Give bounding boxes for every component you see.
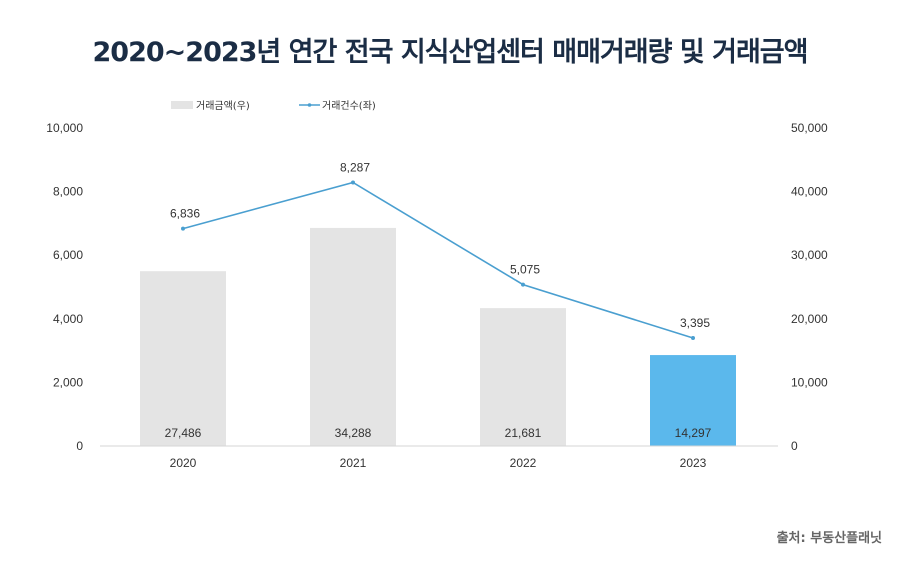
bar-data-label: 27,486: [165, 426, 202, 440]
line-point-2022: [521, 282, 525, 287]
x-axis-tick: 2021: [340, 456, 367, 470]
bar-2023: [650, 355, 736, 446]
right-axis-tick: 30,000: [791, 248, 828, 262]
x-axis-tick: 2023: [680, 456, 707, 470]
line-point-2023: [691, 336, 695, 341]
line-data-label: 3,395: [680, 316, 710, 330]
x-axis-tick: 2020: [170, 456, 197, 470]
line-series-count: [182, 181, 694, 339]
bar-data-label: 34,288: [335, 426, 372, 440]
legend-swatch-amount: [171, 101, 193, 109]
left-axis-tick: 10,000: [46, 121, 83, 135]
legend-label-count: 거래건수(좌): [322, 100, 376, 112]
line-data-label: 6,836: [170, 207, 200, 221]
right-axis-tick: 0: [791, 439, 798, 453]
right-axis-tick: 50,000: [791, 121, 828, 135]
left-axis-tick: 4,000: [53, 312, 83, 326]
right-axis-tick: 10,000: [791, 375, 828, 389]
bar-data-label: 14,297: [675, 426, 712, 440]
line-point-2021: [351, 180, 355, 185]
left-axis-tick: 0: [76, 439, 83, 453]
left-axis-tick: 8,000: [53, 185, 83, 199]
line-data-label: 5,075: [510, 263, 540, 277]
legend-marker-count: [307, 103, 312, 107]
left-axis-tick: 6,000: [53, 248, 83, 262]
right-axis-tick: 40,000: [791, 185, 828, 199]
right-axis-tick: 20,000: [791, 312, 828, 326]
bar-2020: [140, 271, 226, 446]
line-point-2020: [181, 226, 185, 231]
legend-label-amount: 거래금액(우): [196, 100, 250, 112]
x-axis-tick: 2022: [510, 456, 537, 470]
chart-title: 2020~2023년 연간 전국 지식산업센터 매매거래량 및 거래금액: [92, 37, 809, 68]
line-data-label: 8,287: [340, 160, 370, 174]
left-axis-tick: 2,000: [53, 375, 83, 389]
source-note: 출처: 부동산플래닛: [776, 531, 882, 546]
bar-2021: [310, 227, 396, 446]
bar-data-label: 21,681: [505, 426, 542, 440]
bar-2022: [480, 308, 566, 446]
